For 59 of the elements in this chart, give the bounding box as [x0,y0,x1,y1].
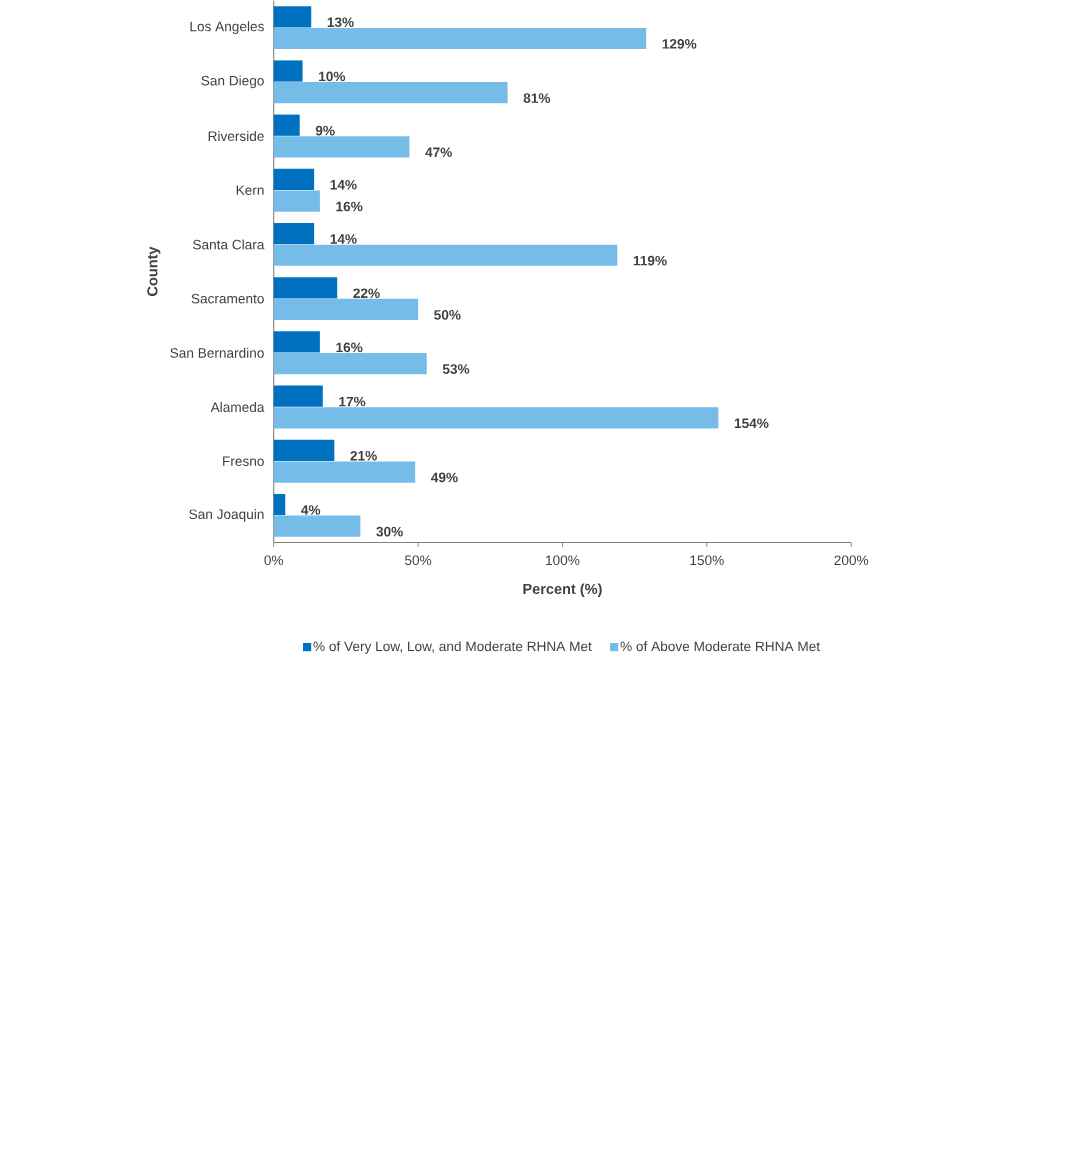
x-tick-label: 200% [834,555,869,566]
data-label: 10% [319,71,346,82]
bar [273,298,419,321]
y-tick-label: Santa Clara [193,239,265,250]
y-tick-label: San Diego [201,75,265,89]
y-tick-label: Fresno [223,456,265,466]
y-tick-label: Los Angeles [190,21,265,34]
bar [273,190,321,212]
data-label: 17% [339,396,366,407]
legend-label: % of Very Low, Low, and Moderate RHNA Met [313,641,592,654]
data-label: 16% [336,342,363,353]
y-tick-label: San Bernardino [170,347,265,358]
y-tick-label: Riverside [208,131,265,142]
legend-label: % of Above Moderate RHNA Met [620,641,821,652]
bar [273,244,618,266]
data-label: 154% [735,418,769,429]
data-label: 22% [353,288,380,298]
data-label: 14% [330,180,357,190]
x-tick-label: 150% [690,555,724,566]
bar [273,439,335,461]
x-tick-label: 100% [546,555,580,566]
bar [273,27,647,50]
data-label: 16% [336,201,363,212]
bar [273,222,315,245]
data-label: 21% [350,450,378,461]
x-tick-label: 50% [405,555,432,566]
bar [273,168,315,190]
data-label: 119% [634,255,667,266]
bar [273,461,416,483]
y-axis-title: County [147,246,161,296]
bar [273,407,719,429]
bar [273,515,361,537]
bar [273,331,321,353]
bar [273,60,303,82]
data-label: 49% [431,472,458,483]
y-tick-label: Sacramento [191,293,265,304]
x-tick-label: 0% [264,555,284,566]
bar [273,277,338,299]
data-label: 9% [316,125,335,136]
data-label: 53% [443,364,470,374]
bar [273,114,300,136]
data-label: 50% [434,310,461,320]
x-axis-title: Percent (%) [523,583,602,597]
bar [273,136,410,158]
data-label: 4% [301,505,321,515]
data-label: 13% [327,17,355,28]
data-label: 47% [425,147,453,158]
y-tick-label: Kern [236,185,264,195]
bar [273,353,427,375]
bar [273,493,286,516]
data-label: 81% [523,93,551,103]
y-tick-label: San Joaquin [189,509,264,522]
data-label: 129% [662,39,697,49]
bar [273,6,312,28]
data-label: 14% [330,234,357,244]
y-tick-label: Alameda [210,402,265,412]
bar [273,82,508,104]
data-label: 30% [376,526,404,537]
bar [273,385,324,407]
